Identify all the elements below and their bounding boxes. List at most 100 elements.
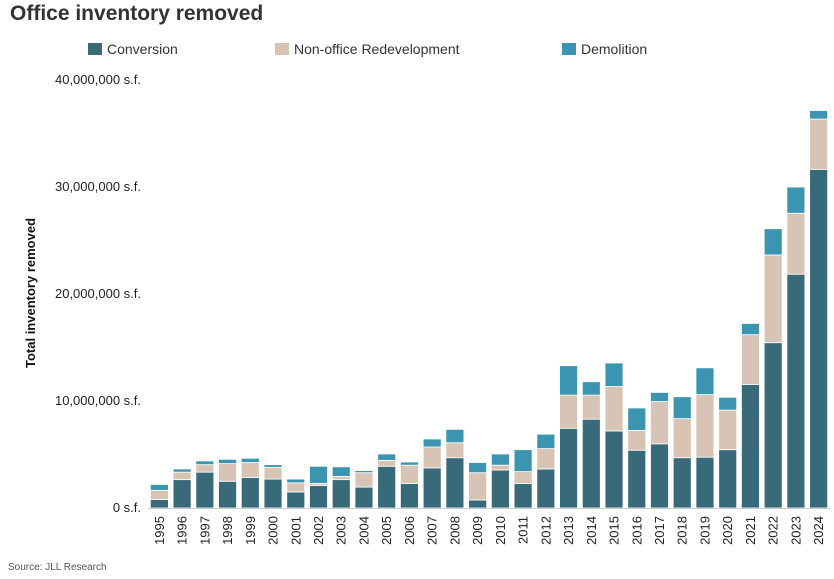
bar-conversion-2005 (377, 465, 397, 509)
bar-demolition-2007 (422, 438, 442, 448)
bar-conversion-2011 (513, 482, 533, 509)
y-tick-label: 10,000,000 s.f. (55, 393, 141, 408)
bar-demolition-1997 (195, 460, 215, 466)
x-tick-label: 2006 (402, 516, 417, 545)
bar-conversion-2023 (786, 273, 806, 509)
x-tick-label: 2018 (675, 516, 690, 545)
bar-non-office-redevelopment-1995 (149, 489, 169, 500)
bars (149, 110, 829, 509)
bar-conversion-2015 (604, 430, 624, 509)
bar-non-office-redevelopment-2013 (559, 394, 578, 429)
bar-non-office-redevelopment-2020 (718, 409, 738, 451)
bar-demolition-2003 (331, 466, 351, 477)
legend-label-non-office-redevelopment: Non-office Redevelopment (294, 41, 460, 57)
legend-swatch-conversion (88, 43, 102, 55)
x-tick-label: 2007 (425, 516, 440, 545)
x-tick-label: 1995 (152, 516, 167, 545)
bar-conversion-2021 (741, 384, 760, 509)
legend-item-demolition: Demolition (562, 41, 647, 57)
x-tick-label: 1998 (220, 516, 235, 545)
bar-demolition-1998 (218, 458, 237, 464)
x-tick-label: 2003 (334, 516, 349, 545)
bar-non-office-redevelopment-2022 (763, 254, 783, 344)
bar-non-office-redevelopment-2019 (695, 394, 715, 458)
x-tick-label: 2021 (743, 516, 758, 545)
x-tick-label: 2012 (538, 516, 553, 545)
bar-demolition-2010 (490, 453, 510, 466)
x-tick-label: 2004 (356, 516, 371, 545)
bar-conversion-2001 (286, 491, 306, 509)
bar-demolition-2023 (786, 186, 806, 214)
bar-conversion-2009 (468, 499, 488, 509)
bar-demolition-2002 (309, 465, 328, 484)
x-tick-label: 2009 (470, 516, 485, 545)
x-tick-label: 2002 (311, 516, 326, 545)
bar-non-office-redevelopment-2012 (536, 448, 556, 470)
bar-non-office-redevelopment-2003 (331, 476, 351, 481)
bar-non-office-redevelopment-1998 (218, 463, 237, 482)
source-note: Source: JLL Research (8, 562, 107, 573)
x-tick-label: 2016 (629, 516, 644, 545)
bar-demolition-2018 (672, 396, 692, 420)
bar-non-office-redevelopment-2024 (809, 118, 829, 170)
x-tick-label: 2013 (561, 516, 576, 545)
bar-demolition-2011 (513, 449, 533, 473)
chart-title: Office inventory removed (10, 2, 264, 25)
bar-non-office-redevelopment-2017 (650, 401, 669, 445)
legend-swatch-non-office-redevelopment (275, 43, 289, 55)
bar-demolition-2014 (581, 381, 601, 396)
x-tick-label: 2024 (811, 516, 826, 545)
y-tick-label: 20,000,000 s.f. (55, 286, 141, 301)
legend-item-conversion: Conversion (88, 41, 178, 57)
bar-conversion-2010 (490, 469, 510, 509)
bar-demolition-2019 (695, 367, 715, 395)
bar-conversion-2017 (650, 443, 669, 509)
x-tick-label: 2022 (766, 516, 781, 545)
bar-non-office-redevelopment-2010 (490, 464, 510, 471)
bar-non-office-redevelopment-1997 (195, 464, 215, 473)
x-tick-label: 2017 (652, 516, 667, 545)
bar-conversion-1998 (218, 480, 237, 509)
bar-non-office-redevelopment-2000 (263, 466, 283, 480)
x-tick-label: 1999 (243, 516, 258, 545)
bar-demolition-2004 (354, 470, 374, 474)
bar-conversion-1999 (240, 477, 260, 509)
y-axis-label: Total inventory removed (23, 218, 38, 368)
bar-non-office-redevelopment-2016 (627, 430, 647, 451)
y-axis: 0 s.f. 10,000,000 s.f. 20,000,000 s.f. 30,0… (55, 72, 141, 515)
bar-conversion-1997 (195, 471, 215, 509)
bar-demolition-2022 (763, 228, 783, 256)
bar-demolition-2013 (559, 365, 578, 396)
x-tick-label: 2023 (788, 516, 803, 545)
x-tick-label: 2014 (584, 516, 599, 545)
bar-demolition-2009 (468, 462, 488, 474)
x-tick-label: 2008 (447, 516, 462, 545)
x-tick-label: 1997 (197, 516, 212, 545)
bar-demolition-1995 (149, 484, 169, 491)
bar-conversion-2018 (672, 457, 692, 509)
bar-demolition-2017 (650, 392, 669, 402)
bar-non-office-redevelopment-2005 (377, 459, 397, 467)
bar-conversion-2007 (422, 467, 442, 509)
bar-conversion-2002 (309, 485, 328, 509)
bar-demolition-2008 (445, 428, 465, 444)
x-tick-label: 2019 (697, 516, 712, 545)
y-tick-label: 0 s.f. (113, 500, 141, 515)
bar-non-office-redevelopment-2006 (400, 464, 419, 484)
bar-non-office-redevelopment-2014 (581, 394, 601, 420)
bar-demolition-2015 (604, 362, 624, 387)
bar-demolition-2021 (741, 323, 760, 336)
x-tick-label: 2010 (493, 516, 508, 545)
bar-conversion-2004 (354, 486, 374, 509)
bar-conversion-2024 (809, 168, 829, 509)
x-tick-label: 2011 (516, 516, 531, 544)
bar-non-office-redevelopment-2009 (468, 472, 488, 501)
legend-label-demolition: Demolition (581, 41, 648, 57)
bar-demolition-2005 (377, 453, 397, 461)
bar-demolition-1996 (172, 468, 192, 473)
bar-conversion-2014 (581, 418, 601, 509)
bar-non-office-redevelopment-2008 (445, 442, 465, 459)
bar-non-office-redevelopment-2001 (286, 482, 306, 493)
bar-demolition-2006 (400, 461, 419, 466)
